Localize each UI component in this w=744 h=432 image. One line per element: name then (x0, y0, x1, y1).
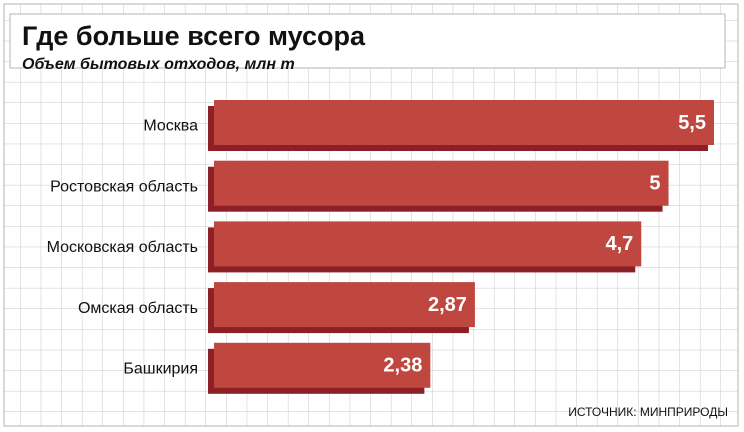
value-label: 5,5 (678, 112, 706, 134)
source-note: ИСТОЧНИК: МИНПРИРОДЫ (568, 405, 728, 419)
bar (214, 100, 714, 145)
category-label: Омская область (78, 300, 198, 317)
category-label: Ростовская область (50, 178, 198, 195)
value-label: 2,38 (383, 355, 422, 377)
bar (214, 282, 475, 328)
value-label: 2,87 (428, 294, 467, 316)
chart-title: Где больше всего мусора (22, 21, 366, 51)
chart-subtitle: Объем бытовых отходов, млн т (22, 56, 295, 73)
bar (214, 342, 431, 388)
bar (214, 160, 669, 206)
value-label: 4,7 (605, 233, 633, 255)
category-label: Москва (143, 118, 198, 135)
category-label: Московская область (47, 239, 198, 256)
bar (214, 221, 642, 267)
title-box (9, 13, 726, 69)
category-label: Башкирия (123, 361, 198, 378)
value-label: 5 (649, 172, 660, 194)
